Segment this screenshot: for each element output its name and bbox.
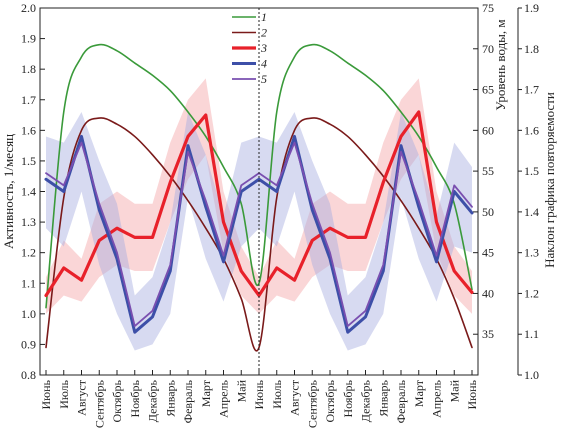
x-tick-label: Февраль (394, 379, 408, 423)
left-tick-label: 1.1 (21, 276, 36, 290)
x-tick-label: Сентябрь (305, 379, 319, 428)
x-tick-label: Август (75, 379, 89, 416)
series-lines (44, 43, 474, 352)
right1-axis-title: Уровень воды, м (493, 19, 508, 110)
x-tick-label: Июль (57, 379, 71, 408)
x-tick-label: Июль (270, 379, 284, 408)
left-tick-label: 0.9 (21, 337, 36, 351)
left-tick-label: 1.7 (21, 93, 36, 107)
series-line-4 (44, 134, 474, 334)
legend-label-2: 2 (261, 26, 267, 40)
left-tick-label: 2.0 (21, 1, 36, 15)
x-tick-label: Декабрь (359, 379, 373, 422)
right1-tick-label: 35 (482, 327, 494, 341)
right1-tick-label: 50 (482, 205, 494, 219)
right2-tick-label: 1.0 (524, 368, 539, 382)
left-tick-label: 1.2 (21, 246, 36, 260)
series-line-2 (45, 117, 473, 352)
x-tick-label: Январь (376, 379, 390, 416)
right2-tick-label: 1.2 (524, 286, 539, 300)
x-tick-label: Октябрь (323, 379, 337, 422)
right2-tick-label: 1.4 (524, 205, 539, 219)
x-tick-label: Май (234, 379, 248, 402)
x-tick-label: Сентябрь (92, 379, 106, 428)
right1-tick-label: 75 (482, 1, 494, 15)
confidence-bands (46, 78, 472, 351)
right2-tick-label: 1.1 (524, 327, 539, 341)
series-line-3 (44, 110, 474, 298)
right2-tick-label: 1.3 (524, 246, 539, 260)
left-tick-label: 1.3 (21, 215, 36, 229)
x-tick-label: Январь (163, 379, 177, 416)
left-tick-label: 0.8 (21, 368, 36, 382)
x-tick-label: Апрель (430, 379, 444, 417)
right2-tick-label: 1.9 (524, 1, 539, 15)
left-axis-title: Активность, 1/месяц (1, 134, 16, 249)
left-tick-label: 1.6 (21, 123, 36, 137)
x-tick-label: Февраль (181, 379, 195, 423)
right2-tick-label: 1.6 (524, 123, 539, 137)
x-tick-label: Май (447, 379, 461, 402)
right1-tick-label: 45 (482, 246, 494, 260)
right1-tick-label: 70 (482, 42, 494, 56)
x-tick-label: Июнь (39, 379, 53, 409)
x-tick-label: Июнь (252, 379, 266, 409)
left-tick-label: 1.4 (21, 185, 36, 199)
right1-tick-label: 40 (482, 286, 494, 300)
legend-label-1: 1 (261, 10, 267, 24)
legend: 1 23 45 (232, 10, 267, 86)
right1-tick-label: 55 (482, 164, 494, 178)
x-tick-label: Октябрь (110, 379, 124, 422)
axes: 0.8 0.9 1.0 1.1 1.2 1.3 1.4 1.5 1.6 1.7 1.8 1.9 2.0 А… (1, 1, 557, 428)
right2-tick-label: 1.8 (524, 42, 539, 56)
right2-axis-title: Наклон графика повторяемости (542, 92, 557, 268)
x-tick-label: Декабрь (146, 379, 160, 422)
left-tick-label: 1.9 (21, 32, 36, 46)
legend-label-3: 3 (260, 41, 267, 55)
x-tick-label: Ноябрь (341, 379, 355, 417)
x-tick-label: Март (412, 379, 426, 407)
left-tick-label: 1.0 (21, 307, 36, 321)
x-tick-label: Ноябрь (128, 379, 142, 417)
band-series-3 (46, 78, 472, 314)
right2-tick-label: 1.7 (524, 83, 539, 97)
left-tick-label: 1.5 (21, 154, 36, 168)
right1-tick-label: 60 (482, 123, 494, 137)
right2-tick-label: 1.5 (524, 164, 539, 178)
right1-tick-label: 65 (482, 83, 494, 97)
x-tick-label: Июнь (465, 379, 479, 409)
left-tick-label: 1.8 (21, 62, 36, 76)
band-series-4 (46, 111, 472, 351)
x-tick-label: Апрель (217, 379, 231, 417)
legend-label-5: 5 (261, 72, 267, 86)
series-line-1 (45, 43, 473, 309)
x-tick-label: Август (288, 379, 302, 416)
legend-label-4: 4 (261, 57, 267, 71)
x-tick-label: Март (199, 379, 213, 407)
